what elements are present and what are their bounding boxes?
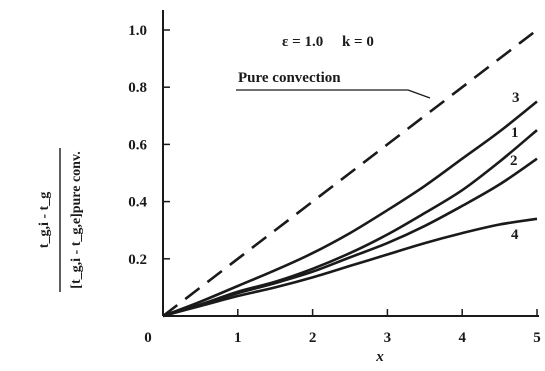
- curve-label-2: 2: [510, 153, 518, 169]
- parameters-annotation: ε = 1.0 k = 0: [282, 34, 374, 50]
- ticks: 0 1 2 3 4 5 0.2 0.4 0.6 0.8 1.0: [128, 23, 541, 346]
- y-tick-label: 0.6: [128, 137, 147, 153]
- series-line-curve-2: [162, 157, 538, 318]
- curve-label-1: 1: [511, 125, 519, 141]
- x-axis-title: x: [375, 349, 384, 365]
- x-tick-label: 3: [384, 330, 392, 346]
- y-tick-label: 0.2: [128, 252, 147, 268]
- curve-label-3: 3: [512, 90, 520, 106]
- pure-convection-leader-tip: [407, 89, 431, 99]
- y-tick-label: 1.0: [128, 23, 147, 39]
- y-axis-title-denominator: [t_g,i - t_g,e]pure conv.: [69, 151, 84, 288]
- x-tick-label: 2: [309, 330, 317, 346]
- y-tick-label: 0.4: [128, 195, 147, 211]
- axes: [162, 10, 539, 317]
- x-tick-label: 0: [144, 330, 152, 346]
- y-tick-label: 0.8: [128, 80, 147, 96]
- y-axis-title: t_g,i - t_g [t_g,i - t_g,e]pure conv.: [37, 148, 84, 292]
- x-tick-label: 1: [234, 330, 242, 346]
- series-line-curve-3: [162, 100, 538, 318]
- series-label-pure-convection: Pure convection: [238, 70, 341, 86]
- x-tick-label: 5: [533, 330, 541, 346]
- x-tick-label: 4: [458, 330, 466, 346]
- series-group: [162, 28, 538, 318]
- curve-label-4: 4: [511, 227, 519, 243]
- y-axis-title-numerator: t_g,i - t_g: [37, 192, 52, 248]
- series-line-curve-4: [162, 217, 538, 318]
- series-line-curve-1: [162, 129, 538, 318]
- series-line-pure-convection: [162, 28, 538, 318]
